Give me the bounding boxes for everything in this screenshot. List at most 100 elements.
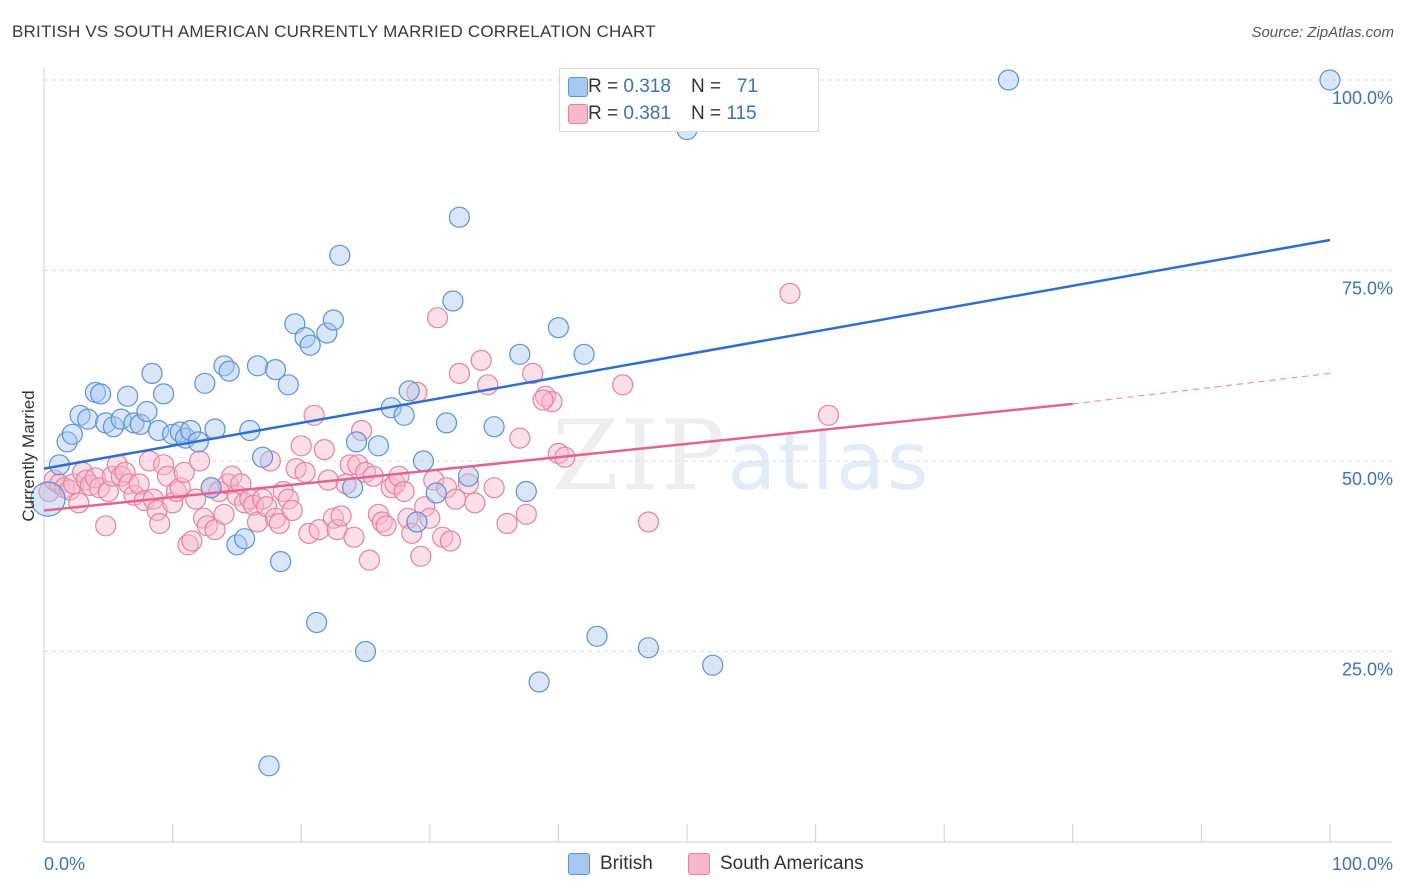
british-point: [110, 408, 132, 430]
british-swatch-icon: [568, 77, 588, 97]
south-americans-point: [401, 522, 423, 545]
british-point: [116, 385, 139, 407]
y-axis-title: Currently Married: [19, 390, 38, 521]
british-point: [702, 654, 724, 676]
british-point: [354, 640, 377, 663]
british-point: [61, 423, 83, 445]
south-americans-point: [351, 419, 373, 442]
south-americans-point: [637, 511, 660, 533]
south-americans-point: [410, 545, 432, 567]
british-trend-line: [43, 238, 1331, 470]
british-point: [997, 69, 1020, 91]
y-tick-label-25: 25.0%: [1342, 660, 1393, 680]
south-americans-point: [470, 349, 492, 371]
south-americans-point: [114, 461, 136, 483]
british-point: [425, 482, 447, 504]
legend-row-british: R = 0.318 N = 71: [568, 75, 759, 99]
south-americans-point: [532, 389, 554, 411]
y-tick-label-100: 100.0%: [1332, 88, 1393, 108]
south-americans-point: [146, 499, 168, 522]
british-point: [194, 372, 216, 394]
south-americans-point: [277, 488, 299, 510]
british-point: [509, 343, 531, 365]
south-americans-point: [817, 404, 840, 426]
south-americans-point: [457, 473, 479, 495]
british-point: [345, 431, 368, 453]
british-point: [218, 360, 240, 382]
south-americans-point: [419, 507, 441, 529]
south-americans-point: [330, 505, 352, 527]
british-point: [457, 465, 479, 487]
south-americans-point: [149, 512, 171, 535]
british-point: [1319, 69, 1341, 91]
bottom-legend-british[interactable]: British: [568, 852, 653, 876]
british-point: [246, 355, 269, 377]
axes: [43, 68, 1392, 843]
south-americans-point: [173, 461, 195, 483]
south-americans-point: [177, 534, 199, 556]
sa-r-value: 0.381: [623, 103, 671, 124]
legend-row-south-americans: R = 0.381 N = 115: [568, 102, 757, 126]
south-americans-point: [128, 473, 150, 495]
south-americans-point: [290, 435, 312, 457]
british-point: [306, 611, 328, 634]
south-americans-point: [496, 512, 518, 535]
south-americans-point: [294, 461, 316, 483]
british-point: [234, 528, 256, 550]
british-point: [329, 244, 351, 266]
south-americans-point: [322, 507, 344, 529]
south-americans-point: [522, 362, 544, 384]
bottom-legend-south-americans[interactable]: South Americans: [688, 852, 864, 876]
sa-n-label: N =: [690, 103, 722, 124]
british-n-value: 71: [736, 76, 759, 97]
british-point: [258, 755, 280, 777]
british-point: [573, 343, 595, 365]
south-americans-point: [371, 511, 393, 533]
south-americans-point: [153, 454, 175, 476]
y-tick-label-75: 75.0%: [1342, 279, 1393, 299]
british-point: [270, 550, 292, 573]
british-point: [398, 380, 420, 402]
british-point: [586, 625, 608, 647]
x-tick-label-max: 100.0%: [1332, 854, 1393, 874]
south-americans-point: [181, 530, 203, 552]
south-americans-point: [213, 503, 235, 525]
british-points: [30, 69, 1341, 777]
south-americans-point: [439, 530, 461, 552]
british-point: [30, 481, 66, 517]
south-americans-point: [464, 492, 486, 514]
south-americans-point: [189, 450, 211, 472]
british-point: [448, 206, 470, 228]
british-legend-label: British: [600, 853, 653, 874]
south-americans-point: [313, 439, 335, 461]
british-point: [515, 480, 537, 503]
x-tick-label-min: 0.0%: [44, 854, 85, 874]
british-point: [322, 309, 344, 331]
british-point: [342, 477, 364, 499]
british-point: [442, 290, 464, 312]
south-americans-point: [343, 526, 365, 548]
y-tick-label-50: 50.0%: [1342, 469, 1393, 489]
south-americans-point: [255, 496, 278, 518]
south-americans-point: [339, 454, 361, 476]
british-point: [547, 317, 570, 339]
british-point: [393, 404, 415, 426]
british-point: [102, 416, 125, 438]
south-americans-point: [308, 518, 330, 541]
trend-lines: [43, 238, 1331, 512]
south-americans-trend-extension: [1072, 372, 1331, 405]
british-point: [528, 671, 550, 693]
british-point: [637, 637, 660, 659]
chart-title: BRITISH VS SOUTH AMERICAN CURRENTLY MARR…: [12, 22, 656, 41]
correlation-legend: R = 0.318 N = 71 R = 0.381 N = 115: [559, 68, 819, 132]
south-americans-point: [426, 307, 449, 329]
british-point: [153, 383, 175, 405]
south-americans-point: [358, 549, 380, 571]
british-n-label: N =: [690, 76, 722, 97]
south-americans-legend-icon: [688, 853, 710, 875]
south-americans-point: [509, 427, 531, 449]
british-point: [136, 400, 158, 423]
british-point: [180, 419, 202, 442]
south-americans-point: [483, 477, 505, 499]
